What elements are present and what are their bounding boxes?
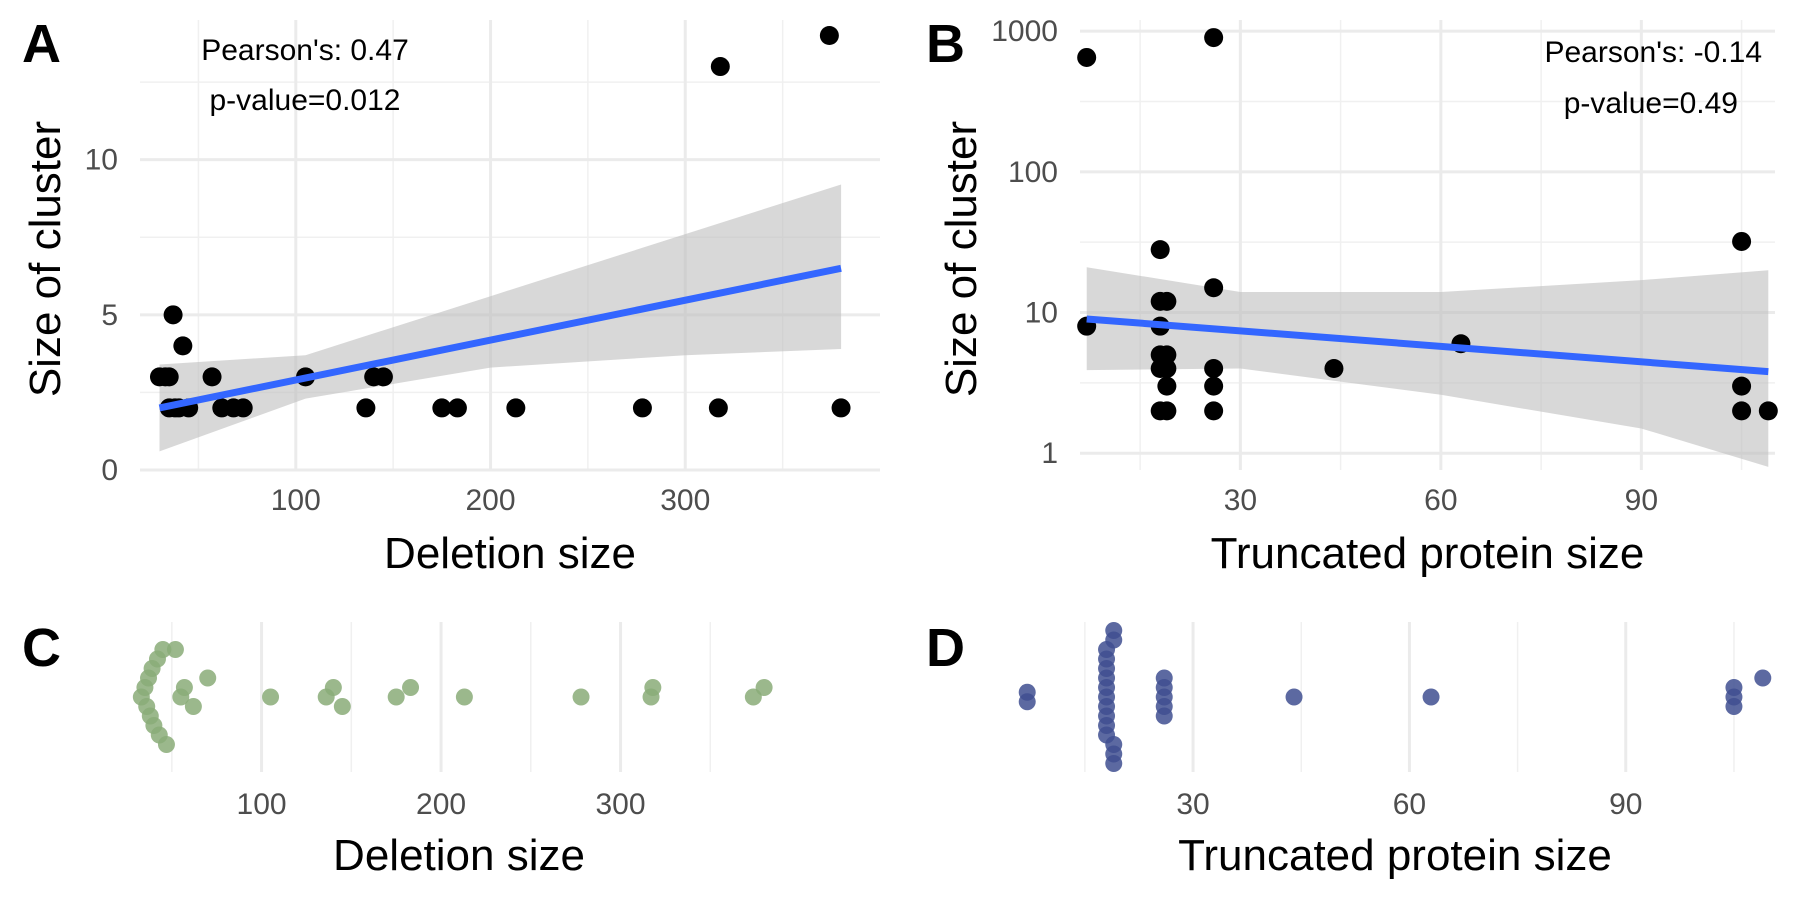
panel-a-data-point [819, 26, 839, 46]
panel-d-x-axis-title: Truncated protein size [1178, 831, 1612, 880]
panel-c-data-point [199, 669, 217, 687]
panel-c-data-point [333, 698, 351, 715]
panel-a-x-tick-label: 300 [660, 484, 710, 517]
panel-a-y-tick-label: 5 [101, 299, 118, 332]
panel-a-regression-line [158, 264, 842, 412]
panel-a-pvalue-label: p-value=0.012 [210, 84, 401, 117]
panel-b-data-point [1732, 231, 1752, 251]
panel-b-pearson-label: Pearson's: -0.14 [1544, 36, 1762, 69]
panel-b-data-point [1150, 240, 1170, 260]
panel-d-x-tick-label: 30 [1176, 788, 1209, 821]
panel-a-data-point [831, 398, 851, 418]
panel-d-data-point [1155, 707, 1173, 725]
panel-b-data-point [1204, 376, 1224, 396]
panel-d-data-point [1155, 669, 1173, 687]
panel-a-data-point [447, 398, 467, 418]
panel-a-data-point [632, 398, 652, 418]
panel-c-x-tick-label: 100 [237, 788, 287, 821]
panel-b-data-point [1157, 359, 1177, 379]
panel-b-data-point [1157, 291, 1177, 311]
panel-a-data-point [356, 398, 376, 418]
panel-c-data-point [324, 679, 342, 696]
panel-b-data-point [1204, 359, 1224, 379]
panel-a-data-point [163, 305, 183, 325]
panel-d-data-point [1422, 688, 1440, 706]
panel-c-data-point [572, 688, 590, 706]
panel-c-data-point [154, 641, 172, 658]
panel-c-x-tick-label: 200 [416, 788, 466, 821]
panel-a-pearson-label: Pearson's: 0.47 [201, 34, 409, 67]
panel-b-x-axis-title: Truncated protein size [1211, 529, 1645, 578]
panel-a-letter: A [22, 14, 61, 74]
panel-a-data-point [159, 367, 179, 387]
panel-a-y-tick-label: 0 [101, 454, 118, 487]
panel-d-letter: D [926, 618, 965, 678]
panel-b-y-tick-label: 10 [1025, 297, 1058, 330]
panel-b-data-point [1204, 28, 1224, 48]
panel-d-data-point [1105, 755, 1123, 772]
panel-b-letter: B [926, 14, 965, 74]
panel-a-confidence-band [159, 184, 842, 452]
panel-b-data-point [1758, 401, 1778, 421]
panel-c-data-point [644, 679, 662, 696]
panel-c-data-point [262, 688, 280, 706]
panel-b-data-point [1157, 345, 1177, 365]
panel-b-data-point [1204, 278, 1224, 298]
panel-b-y-tick-label: 100 [1008, 156, 1058, 189]
panel-b-x-tick-label: 60 [1424, 484, 1457, 517]
panel-b-data-point [1077, 47, 1097, 67]
panel-b-x-tick-label: 30 [1224, 484, 1257, 517]
panel-a-data-point [710, 57, 730, 77]
panel-b-regression-line [1086, 315, 1769, 376]
panel-a-x-axis-title: Deletion size [384, 529, 636, 578]
panel-c-letter: C [22, 618, 61, 678]
panel-c-data-point [455, 688, 473, 706]
panel-b-data-point [1324, 359, 1344, 379]
panel-a-x-tick-label: 200 [465, 484, 515, 517]
panel-a-data-point [202, 367, 222, 387]
panel-b-y-tick-label: 1000 [991, 15, 1058, 48]
panel-a-data-point [233, 398, 253, 418]
panel-a-data-point [708, 398, 728, 418]
panel-c-x-axis-title: Deletion size [333, 831, 585, 880]
panel-a-y-tick-label: 10 [85, 144, 118, 177]
panel-b-data-point [1732, 376, 1752, 396]
panel-d-x-tick-label: 60 [1393, 788, 1426, 821]
panel-c-data-point [175, 679, 193, 696]
panel-a-data-point [506, 398, 526, 418]
panel-a-data-point [432, 398, 452, 418]
panel-d-x-tick-label: 90 [1609, 788, 1642, 821]
panel-d-data-point [1725, 679, 1743, 696]
panel-d-data-point [1754, 669, 1772, 687]
panel-d-data-point [1018, 693, 1036, 711]
panel-d-data-point [1105, 622, 1123, 639]
panel-c-x-tick-label: 300 [595, 788, 645, 821]
panel-b-y-tick-label: 1 [1041, 437, 1058, 470]
panel-d-data-point [1725, 698, 1743, 715]
panel-c-data-point [157, 736, 175, 753]
panel-c-data-point [166, 641, 184, 658]
panel-c-data-point [387, 688, 405, 706]
panel-b-data-point [1157, 376, 1177, 396]
panel-b-pvalue-label: p-value=0.49 [1564, 87, 1738, 120]
panel-c-data-point [755, 679, 773, 696]
panel-b-confidence-band [1086, 267, 1769, 467]
panel-b-data-point [1732, 401, 1752, 421]
panel-b-y-axis-title: Size of cluster [937, 121, 986, 397]
panel-a-y-axis-title: Size of cluster [21, 121, 70, 397]
panel-a-x-tick-label: 100 [271, 484, 321, 517]
panel-d-data-point [1285, 688, 1303, 706]
panel-c-data-point [402, 679, 420, 696]
panel-a-data-point [173, 336, 193, 356]
panel-b-data-point [1157, 401, 1177, 421]
panel-a-data-point [373, 367, 393, 387]
panel-b-x-tick-label: 90 [1625, 484, 1658, 517]
panel-b-data-point [1204, 401, 1224, 421]
panel-c-data-point [184, 698, 202, 715]
